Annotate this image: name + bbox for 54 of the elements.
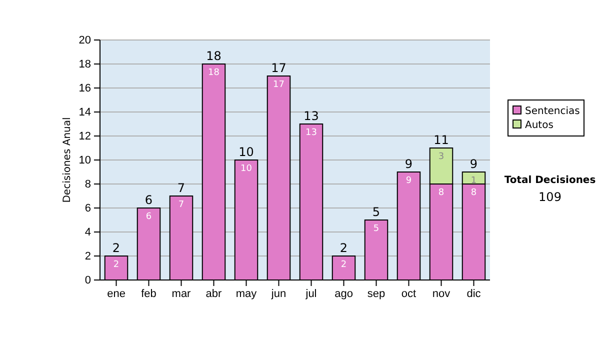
x-tick-label: mar (172, 288, 192, 300)
data-label: 6 (146, 212, 152, 222)
y-tick-label: 4 (84, 226, 91, 239)
data-label: 2 (113, 260, 120, 270)
y-tick-label: 0 (84, 274, 91, 287)
y-axis-title: Decisiones Anual (62, 117, 73, 203)
x-tick-label: ene (107, 288, 126, 300)
total-label: 18 (206, 49, 222, 63)
y-tick-label: 12 (78, 130, 91, 143)
data-label: 8 (470, 188, 477, 198)
y-tick-label: 6 (84, 202, 91, 215)
x-tick-label: may (236, 288, 258, 300)
x-tick-label: jun (270, 288, 286, 300)
total-label: 2 (340, 241, 348, 255)
data-label: 2 (340, 260, 347, 270)
text: Total Decisiones (504, 175, 596, 186)
data-label: 1 (470, 176, 477, 186)
x-tick-label: abr (206, 288, 222, 300)
total-label: 9 (404, 157, 413, 171)
y-tick-label: 8 (84, 178, 91, 191)
y-tick-label: 20 (78, 34, 91, 47)
data-label: 10 (240, 164, 252, 174)
total-label: 6 (144, 193, 153, 207)
data-label: 3 (438, 152, 444, 162)
x-tick-label: feb (141, 288, 156, 300)
x-tick-label: jul (304, 288, 317, 300)
x-tick-label: oct (401, 288, 416, 300)
total-label: 9 (470, 157, 478, 171)
data-label: 9 (406, 176, 412, 186)
total-label: 13 (304, 109, 319, 123)
legend-label: Sentencias (525, 106, 580, 117)
total-label: 2 (112, 241, 120, 255)
data-label: 13 (306, 128, 317, 138)
total-label: 11 (434, 133, 449, 147)
total-label: 5 (372, 205, 380, 219)
x-tick-label: dic (466, 288, 482, 300)
legend-label: Autos (525, 120, 554, 131)
x-tick-label: nov (432, 288, 451, 300)
x-tick-label: sep (367, 288, 386, 300)
data-label: 8 (438, 188, 444, 198)
y-tick-label: 10 (78, 154, 91, 167)
y-tick-label: 18 (78, 58, 91, 71)
y-tick-label: 14 (78, 106, 91, 119)
y-tick-label: 16 (78, 82, 91, 95)
total-label: 10 (238, 145, 254, 159)
total-label: 17 (271, 61, 286, 75)
data-label: 5 (373, 224, 380, 234)
x-tick-label: ago (334, 288, 353, 300)
total-label: 7 (177, 181, 186, 195)
data-label: 7 (178, 200, 184, 210)
y-tick-label: 2 (84, 250, 91, 263)
data-label: 18 (208, 68, 220, 78)
text: 109 (538, 190, 562, 204)
data-label: 17 (273, 80, 284, 90)
